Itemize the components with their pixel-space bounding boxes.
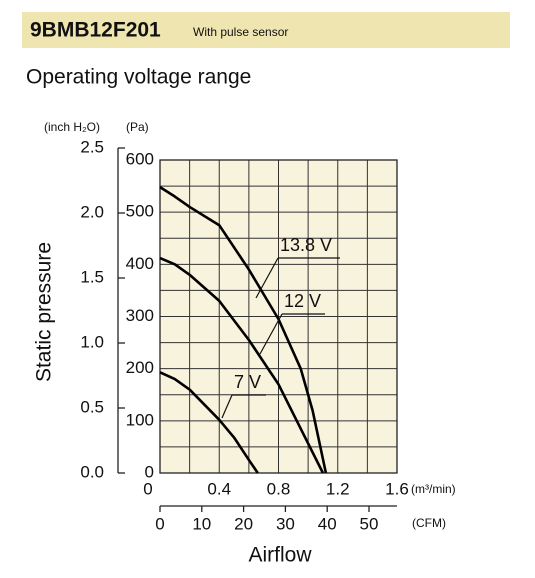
y-tick-label: 200 <box>126 358 154 377</box>
y2-tick-label: 2.5 <box>80 137 104 156</box>
series-label: 12 V <box>284 291 321 311</box>
y-tick-label: 500 <box>126 202 154 221</box>
model-note: With pulse sensor <box>193 25 288 39</box>
y2-tick-label: 1.5 <box>80 267 104 286</box>
x2-tick-label: 10 <box>192 514 211 533</box>
y2-unit: (inch H₂O) <box>44 120 100 134</box>
x-tick-label: 0 <box>143 479 152 498</box>
y-tick-label: 0 <box>145 462 154 481</box>
x2-tick-label: 40 <box>318 514 337 533</box>
x2-tick-label: 50 <box>360 514 379 533</box>
y-tick-label: 400 <box>126 254 154 273</box>
x-tick-label: 0.8 <box>267 479 291 498</box>
curve <box>159 256 325 474</box>
y2-tick-label: 0.5 <box>80 397 104 416</box>
x-axis-title: Airflow <box>248 544 312 567</box>
label-leader <box>259 313 283 355</box>
x2-tick-label: 20 <box>234 514 253 533</box>
x2-tick-label: 30 <box>276 514 295 533</box>
curve <box>159 186 328 474</box>
x-tick-label: 1.2 <box>326 479 350 498</box>
chart-title: Operating voltage range <box>26 66 251 89</box>
y2-tick-label: 0.0 <box>80 462 104 481</box>
y2-tick-label: 2.0 <box>80 202 104 221</box>
model-name: 9BMB12F201 <box>30 19 161 42</box>
series-label: 7 V <box>234 372 261 392</box>
x-tick-label: 0.4 <box>207 479 231 498</box>
y-axis-title: Static pressure <box>33 242 56 382</box>
x-unit: (m³/min) <box>411 482 456 496</box>
y-tick-label: 100 <box>126 410 154 429</box>
plot-frame <box>159 159 398 474</box>
y-unit: (Pa) <box>126 120 149 134</box>
label-leader <box>255 257 279 299</box>
y-tick-label: 300 <box>126 306 154 325</box>
y-tick-label: 600 <box>126 149 154 168</box>
curve <box>159 371 259 474</box>
y2-tick-label: 1.0 <box>80 332 104 351</box>
x-tick-label: 1.6 <box>385 479 409 498</box>
label-leader <box>221 394 233 419</box>
series-label: 13.8 V <box>280 235 332 255</box>
header-band <box>22 12 510 48</box>
x2-unit: (CFM) <box>412 516 446 530</box>
x2-tick-label: 0 <box>155 514 164 533</box>
